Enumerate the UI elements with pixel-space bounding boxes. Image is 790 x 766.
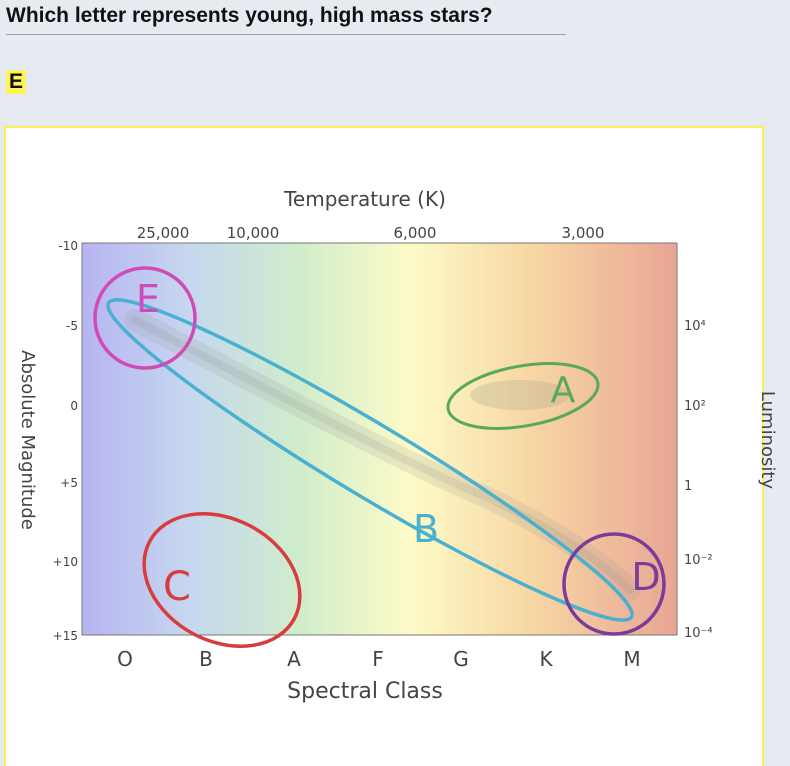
- left-axis-title: Absolute Magnitude: [17, 350, 38, 530]
- left-tick: 0: [70, 399, 78, 413]
- bottom-tick: F: [372, 647, 384, 671]
- left-tick: +15: [53, 629, 78, 643]
- region-c-label: C: [163, 564, 191, 610]
- top-tick: 3,000: [562, 224, 605, 242]
- region-c-outline: [142, 512, 302, 648]
- giant-star-cluster: [470, 380, 570, 410]
- region-a-outline: [446, 362, 600, 430]
- top-axis-title: Temperature (K): [283, 187, 446, 211]
- left-tick: +10: [53, 555, 78, 569]
- top-tick: 10,000: [227, 224, 280, 242]
- question-text: Which letter represents young, high mass…: [6, 4, 566, 35]
- right-tick: 10⁴: [684, 319, 706, 334]
- left-tick: -5: [66, 319, 78, 333]
- left-tick: -10: [58, 239, 78, 253]
- region-d-label: D: [631, 555, 660, 599]
- bottom-tick: O: [117, 647, 133, 671]
- bottom-tick: K: [539, 647, 553, 671]
- region-e-outline: [93, 266, 197, 370]
- main-sequence-band: [124, 309, 641, 601]
- bottom-tick: B: [199, 647, 213, 671]
- region-d-outline: [562, 532, 666, 636]
- right-tick: 10⁻²: [684, 553, 713, 568]
- bottom-tick: A: [287, 647, 301, 671]
- right-tick: 10⁻⁴: [684, 626, 713, 641]
- region-a-label: A: [551, 370, 576, 411]
- top-tick: 6,000: [394, 224, 437, 242]
- bottom-tick: G: [453, 647, 469, 671]
- right-axis-title: Luminosity: [757, 391, 778, 490]
- region-b-label: B: [413, 507, 439, 551]
- bottom-tick: M: [623, 647, 640, 671]
- region-e-label: E: [136, 277, 160, 321]
- answer-text: E: [6, 70, 27, 94]
- right-tick: 1: [684, 479, 692, 494]
- region-b-outline: [106, 298, 634, 622]
- plot-area: [81, 242, 678, 636]
- bottom-axis-title: Spectral Class: [287, 679, 443, 704]
- top-tick: 25,000: [137, 224, 190, 242]
- right-tick: 10²: [684, 399, 706, 414]
- left-tick: +5: [60, 476, 78, 490]
